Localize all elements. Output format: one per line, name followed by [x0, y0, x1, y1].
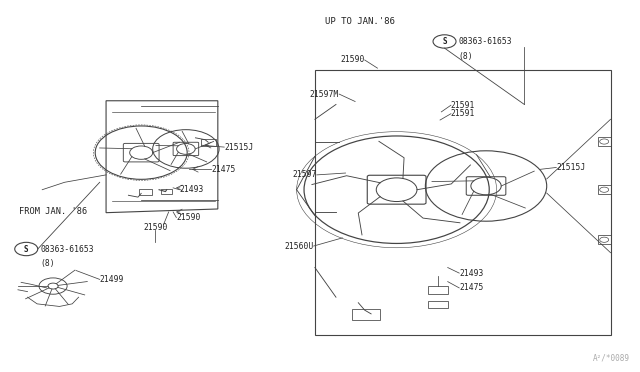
- Text: (8): (8): [459, 52, 473, 61]
- Text: 21591: 21591: [451, 101, 476, 110]
- Text: 21590: 21590: [143, 223, 168, 232]
- Text: 21597M: 21597M: [310, 90, 339, 99]
- Text: 21560U: 21560U: [284, 241, 314, 250]
- Text: 21591: 21591: [451, 109, 476, 118]
- Text: (8): (8): [40, 259, 55, 268]
- Text: 21590: 21590: [176, 213, 201, 222]
- Text: 21475: 21475: [460, 283, 484, 292]
- Text: 21499: 21499: [100, 275, 124, 284]
- Bar: [598, 137, 611, 146]
- Bar: [598, 185, 611, 194]
- Text: 21597: 21597: [292, 170, 317, 179]
- Text: FROM JAN. '86: FROM JAN. '86: [19, 208, 87, 217]
- Bar: [598, 235, 611, 244]
- Text: UP TO JAN.'86: UP TO JAN.'86: [325, 17, 395, 26]
- Text: A²/*0089: A²/*0089: [593, 353, 630, 362]
- Text: S: S: [442, 37, 447, 46]
- Text: 21515J: 21515J: [224, 142, 253, 151]
- Text: S: S: [24, 244, 29, 253]
- Text: 08363-61653: 08363-61653: [459, 37, 512, 46]
- Text: 21515J: 21515J: [556, 163, 586, 172]
- Text: 21590: 21590: [340, 55, 365, 64]
- Text: 21475: 21475: [211, 165, 236, 174]
- Bar: [315, 70, 611, 335]
- Text: 21493: 21493: [460, 269, 484, 278]
- Text: 08363-61653: 08363-61653: [40, 244, 94, 253]
- Text: 21493: 21493: [179, 185, 204, 194]
